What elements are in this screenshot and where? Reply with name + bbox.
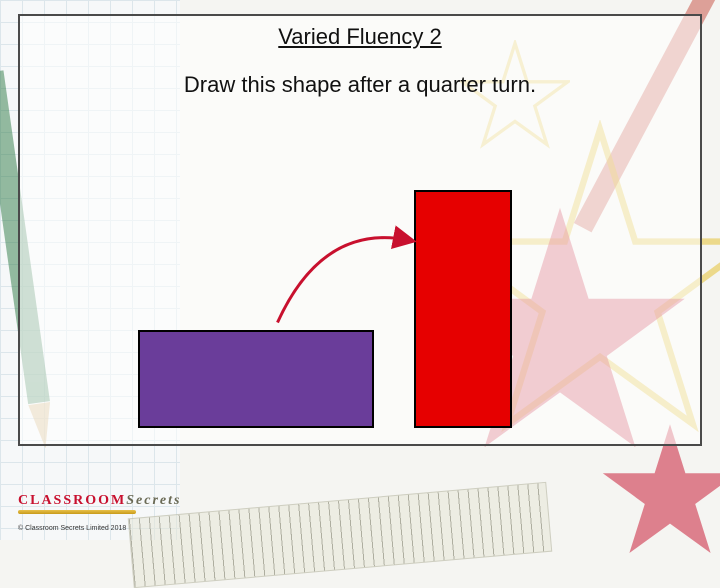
logo-part2: Secrets — [126, 493, 181, 508]
shape-canvas — [20, 98, 700, 428]
copyright-text: © Classroom Secrets Limited 2018 — [18, 525, 126, 532]
brand-logo: CLASSROOMSecrets — [18, 493, 181, 514]
rotation-arrow-icon — [270, 218, 420, 328]
content-frame: Varied Fluency 2 Draw this shape after a… — [18, 14, 702, 446]
shape-before-turn — [138, 330, 374, 428]
ruler — [128, 482, 553, 588]
logo-part1: CLASSROOM — [18, 493, 126, 508]
instruction-text: Draw this shape after a quarter turn. — [20, 72, 700, 98]
logo-underline — [18, 510, 136, 514]
slide-title: Varied Fluency 2 — [20, 24, 700, 50]
shape-after-turn — [414, 190, 512, 428]
